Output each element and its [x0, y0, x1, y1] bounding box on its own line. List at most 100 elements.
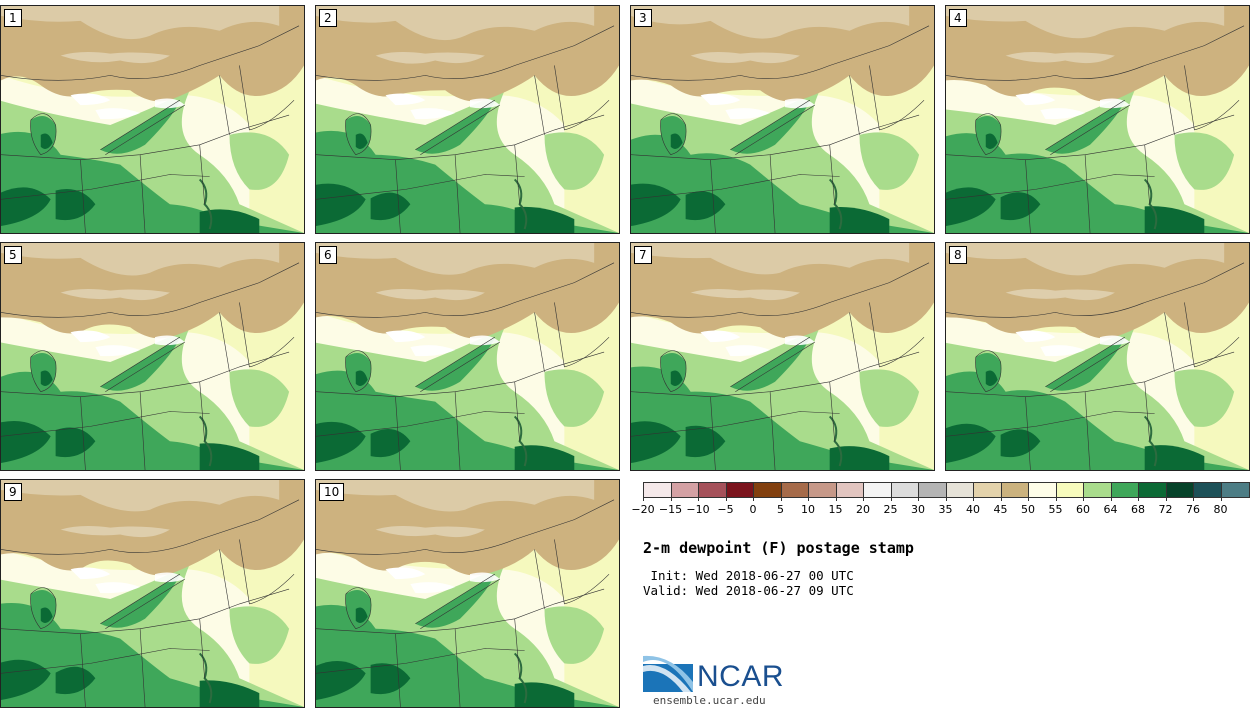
colorbar-tick-label: 25 [883, 503, 898, 516]
member-panel-4: 4 [945, 5, 1250, 234]
dewpoint-map [631, 243, 934, 470]
colorbar-tick [973, 497, 974, 501]
colorbar-tick [753, 497, 754, 501]
colorbar-tick [1165, 497, 1167, 501]
colorbar-swatch [1194, 483, 1222, 497]
colorbar-tick-label: 55 [1048, 503, 1063, 516]
colorbar-tick [643, 497, 644, 501]
member-number-label: 4 [949, 9, 967, 27]
colorbar-swatch [754, 483, 782, 497]
logo-text: NCAR [697, 660, 785, 693]
colorbar-swatch [671, 483, 699, 497]
member-panel-6: 6 [315, 242, 620, 471]
colorbar-swatch [1221, 483, 1249, 497]
member-panel-1: 1 [0, 5, 305, 234]
member-number-label: 10 [319, 483, 345, 501]
member-number-label: 5 [4, 246, 22, 264]
member-panel-7: 7 [630, 242, 935, 471]
colorbar-tick-label: 35 [938, 503, 953, 516]
colorbar-tick-label: 10 [801, 503, 815, 516]
colorbar-swatch [1084, 483, 1112, 497]
dewpoint-map [1, 6, 304, 233]
colorbar-tick-label: 5 [777, 503, 784, 516]
colorbar-tick [1193, 497, 1194, 501]
dewpoint-map [316, 6, 619, 233]
member-number-label: 9 [4, 483, 22, 501]
colorbar-swatch [1001, 483, 1029, 497]
member-number-label: 8 [949, 246, 967, 264]
valid-time: Valid: Wed 2018-06-27 09 UTC [643, 583, 854, 598]
colorbar-tick-label: 64 [1103, 503, 1118, 516]
member-panel-3: 3 [630, 5, 935, 234]
colorbar-tick [780, 497, 782, 501]
member-panel-10: 10 [315, 479, 620, 708]
colorbar-tick [698, 497, 699, 501]
colorbar-tick-label: 15 [828, 503, 843, 516]
dewpoint-colorbar [643, 482, 1250, 498]
colorbar-swatch [836, 483, 864, 497]
colorbar-swatch [1111, 483, 1139, 497]
colorbar-swatch [1029, 483, 1057, 497]
colorbar-tick-label: 72 [1158, 503, 1173, 516]
colorbar-tick [918, 497, 919, 501]
member-panel-8: 8 [945, 242, 1250, 471]
colorbar-swatch [726, 483, 754, 497]
colorbar-tick-label: −15 [658, 503, 683, 516]
colorbar-tick [1110, 497, 1112, 501]
colorbar-tick [1000, 497, 1002, 501]
member-number-label: 7 [634, 246, 652, 264]
colorbar-tick [945, 497, 947, 501]
colorbar-swatch [946, 483, 974, 497]
member-number-label: 3 [634, 9, 652, 27]
colorbar-tick [1220, 497, 1222, 501]
member-number-label: 2 [319, 9, 337, 27]
dewpoint-map [946, 243, 1249, 470]
colorbar-tick-label: −10 [686, 503, 710, 516]
colorbar-tick-label: 76 [1186, 503, 1200, 516]
colorbar-swatch [919, 483, 947, 497]
colorbar-tick-label: 80 [1213, 503, 1228, 516]
colorbar-tick-label: −20 [631, 503, 655, 516]
colorbar-swatch [699, 483, 727, 497]
dewpoint-map [1, 243, 304, 470]
colorbar-tick-label: 68 [1131, 503, 1145, 516]
colorbar-tick-label: 40 [966, 503, 980, 516]
colorbar-tick [670, 497, 672, 501]
chart-title: 2-m dewpoint (F) postage stamp [643, 539, 914, 557]
colorbar-tick [1138, 497, 1139, 501]
colorbar-swatch [644, 483, 672, 497]
member-panel-9: 9 [0, 479, 305, 708]
colorbar-swatch [1139, 483, 1167, 497]
colorbar-tick-label: 45 [993, 503, 1008, 516]
colorbar-tick-label: −5 [717, 503, 734, 516]
logo-url: ensemble.ucar.edu [653, 694, 766, 707]
colorbar-tick-label: 50 [1021, 503, 1035, 516]
colorbar-swatch [974, 483, 1002, 497]
colorbar-tick [863, 497, 864, 501]
colorbar-tick-label: 20 [856, 503, 870, 516]
colorbar-tick [808, 497, 809, 501]
init-time: Init: Wed 2018-06-27 00 UTC [643, 568, 854, 583]
colorbar-swatch [809, 483, 837, 497]
dewpoint-map [1, 480, 304, 707]
colorbar-tick-label: 30 [911, 503, 925, 516]
dewpoint-map [316, 243, 619, 470]
ncar-logo-icon [643, 655, 693, 692]
dewpoint-map [631, 6, 934, 233]
colorbar-tick [1028, 497, 1029, 501]
colorbar-ticks: −20 −15 −10 −5 0 5 10 15 20 25 30 35 40 45 50 55 60 64 68 7… [631, 497, 1247, 517]
colorbar-tick [725, 497, 727, 501]
dewpoint-map [946, 6, 1249, 233]
member-panel-2: 2 [315, 5, 620, 234]
colorbar-tick [835, 497, 837, 501]
colorbar-swatch [781, 483, 809, 497]
colorbar-swatch [864, 483, 892, 497]
dewpoint-map [316, 480, 619, 707]
colorbar-tick [890, 497, 892, 501]
colorbar-tick [1083, 497, 1084, 501]
colorbar-tick-label: 0 [749, 503, 757, 516]
member-number-label: 1 [4, 9, 22, 27]
colorbar-swatch [1166, 483, 1194, 497]
colorbar-swatch [1056, 483, 1084, 497]
member-number-label: 6 [319, 246, 337, 264]
